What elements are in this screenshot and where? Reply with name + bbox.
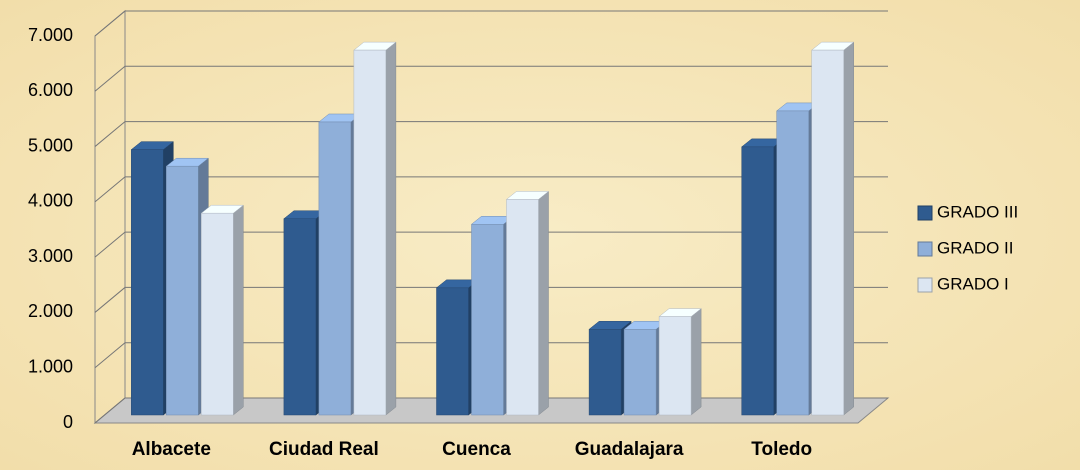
x-tick-label: Albacete (132, 439, 211, 460)
grid-line (94, 231, 888, 258)
y-tick-label: 4.000 (28, 191, 73, 211)
grid-line (94, 121, 888, 147)
bar-side (233, 204, 244, 416)
bar (353, 49, 387, 416)
x-tick-label: Guadalajara (575, 439, 684, 460)
bar (776, 110, 809, 416)
bar (283, 218, 317, 416)
bar (658, 316, 692, 416)
bar (741, 146, 774, 416)
x-tick-label: Ciudad Real (269, 439, 379, 460)
bar-side (843, 41, 854, 416)
bar-side (538, 190, 549, 416)
x-tick-label: Toledo (751, 439, 812, 460)
y-tick-label: 7.000 (28, 25, 73, 45)
y-tick-label: 0 (63, 412, 73, 432)
x-tick-label: Cuenca (442, 439, 511, 460)
y-tick-label: 3.000 (28, 246, 73, 266)
y-tick-label: 6.000 (28, 80, 73, 100)
legend-swatch (917, 277, 933, 293)
bar (471, 224, 504, 416)
side-wall (94, 9, 126, 425)
grid-line (94, 10, 888, 37)
legend-label: GRADO I (937, 274, 1009, 293)
bar (318, 121, 352, 416)
bar-side (385, 41, 397, 416)
legend-label: GRADO II (937, 238, 1014, 257)
y-tick-label: 2.000 (28, 301, 73, 321)
bar (506, 199, 539, 416)
y-tick-label: 1.000 (28, 356, 73, 376)
grid-line (94, 65, 888, 92)
bar (436, 287, 469, 416)
bar (131, 149, 164, 416)
bar (588, 329, 622, 416)
bar (201, 212, 234, 416)
legend-swatch (917, 241, 933, 257)
legend-swatch (917, 205, 933, 221)
bar-side (690, 308, 702, 416)
grid-line (94, 286, 888, 313)
bar (623, 329, 657, 416)
legend-label: GRADO III (937, 202, 1018, 221)
grid-line (94, 176, 888, 203)
bar (811, 49, 844, 416)
bar (166, 165, 199, 416)
y-tick-label: 5.000 (28, 135, 73, 155)
